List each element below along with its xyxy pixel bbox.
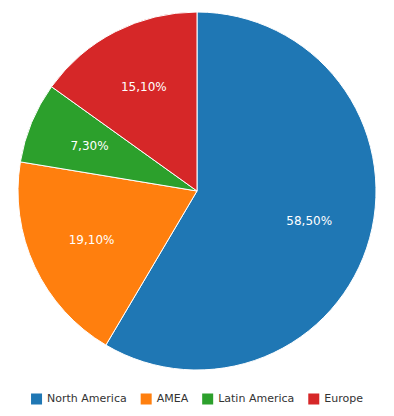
legend-label: AMEA — [157, 392, 189, 405]
pie-slice — [18, 162, 197, 345]
legend-swatch — [308, 394, 319, 405]
legend-swatch — [141, 394, 152, 405]
chart: 58,50% 19,10% 7,30% 15,10% North America AMEA… — [0, 0, 394, 416]
data-label: 58,50% — [286, 214, 332, 228]
legend-label: Latin America — [218, 392, 294, 405]
legend-item: Europe — [308, 392, 363, 405]
legend-label: Europe — [324, 392, 363, 405]
pie — [18, 12, 376, 370]
legend-swatch — [202, 394, 213, 405]
data-label: 15,10% — [121, 80, 167, 94]
legend-label: North America — [47, 392, 127, 405]
data-label: 19,10% — [69, 233, 115, 247]
legend-item: Latin America — [202, 392, 294, 405]
legend-item: North America — [31, 392, 127, 405]
legend: North America AMEA Latin America Europe — [31, 392, 363, 405]
legend-swatch — [31, 394, 42, 405]
data-label: 7,30% — [70, 139, 108, 153]
data-labels: 58,50% 19,10% 7,30% 15,10% — [69, 80, 332, 247]
pie-slice — [52, 12, 197, 191]
legend-item: AMEA — [141, 392, 189, 405]
